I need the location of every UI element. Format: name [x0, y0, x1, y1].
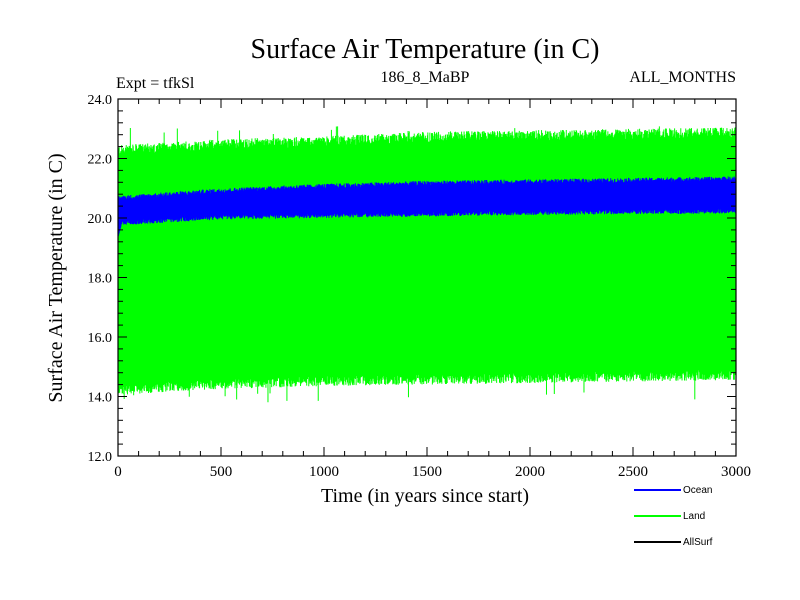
chart-title: Surface Air Temperature (in C): [251, 34, 600, 65]
series-land: [118, 126, 736, 403]
plot-area: [118, 126, 736, 403]
period-label: 186_8_MaBP: [381, 69, 470, 86]
legend: Ocean Land AllSurf: [634, 485, 713, 548]
legend-label-land: Land: [683, 511, 705, 522]
legend-label-allsurf: AllSurf: [683, 537, 713, 548]
series-land-line: [118, 126, 736, 403]
x-tick-label: 2000: [515, 464, 545, 480]
y-tick-label: 12.0: [88, 450, 113, 465]
y-tick-label: 16.0: [88, 331, 113, 346]
y-tick-label: 18.0: [88, 272, 113, 287]
x-tick-label: 0: [114, 464, 122, 480]
experiment-label: Expt = tfkSl: [116, 75, 195, 92]
months-label: ALL_MONTHS: [629, 69, 736, 86]
x-axis-label: Time (in years since start): [321, 485, 529, 507]
y-tick-label: 14.0: [88, 391, 113, 406]
x-tick-label: 3000: [721, 464, 751, 480]
series-ocean: [118, 176, 736, 238]
legend-label-ocean: Ocean: [683, 485, 712, 496]
y-tick-label: 22.0: [88, 153, 113, 168]
y-tick-label: 24.0: [88, 93, 113, 108]
y-tick-label: 20.0: [88, 212, 113, 227]
x-tick-label: 1500: [412, 464, 442, 480]
x-tick-label: 1000: [309, 464, 339, 480]
series-ocean-line: [118, 176, 736, 238]
x-tick-label: 2500: [618, 464, 648, 480]
x-tick-label: 500: [210, 464, 233, 480]
y-axis-label: Surface Air Temperature (in C): [45, 153, 67, 402]
axes: 12.0 14.0 16.0 18.0 20.0 22.0 24.0 0 500 1000 1500…: [88, 93, 752, 480]
